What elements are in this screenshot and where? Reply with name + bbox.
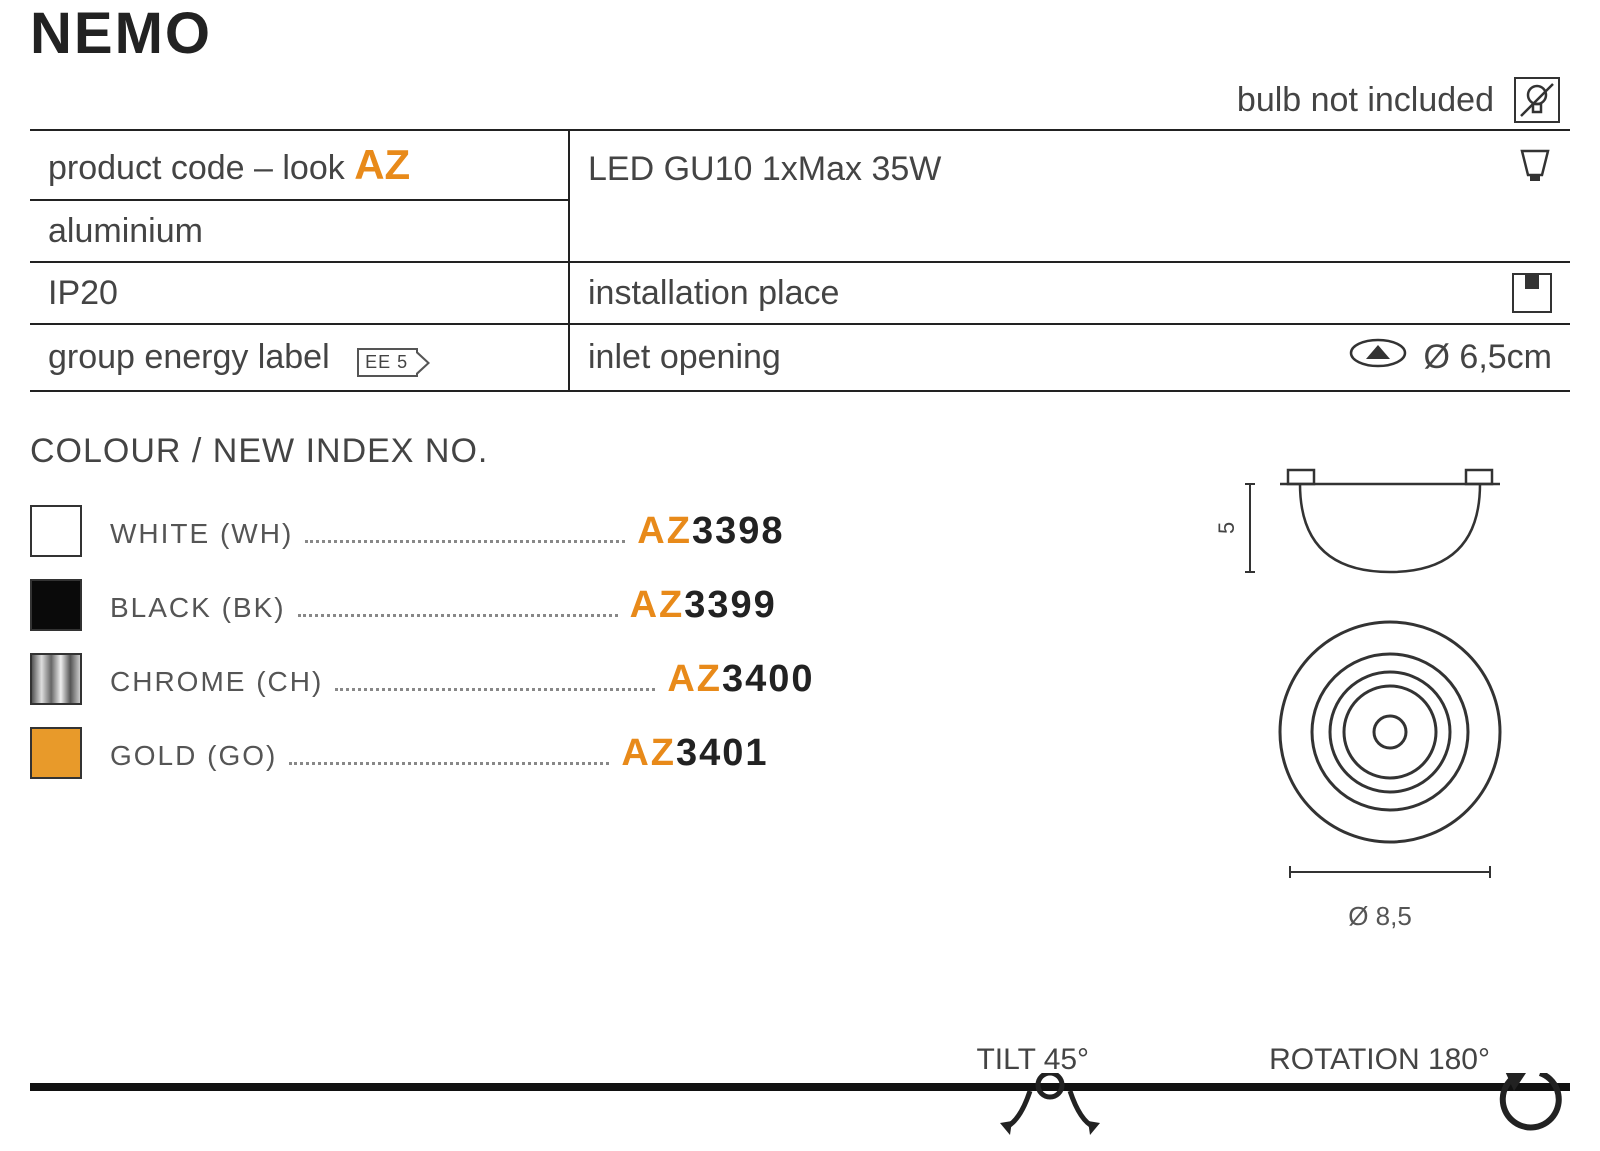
diagram-block: 5 Ø 8,5 <box>1190 432 1570 932</box>
colour-row: GOLD (GO) AZ3401 <box>30 727 1190 779</box>
note-row: bulb not included <box>30 77 1570 123</box>
ip-cell: IP20 <box>30 262 569 324</box>
leader-dots <box>298 614 618 617</box>
colour-row: CHROME (CH) AZ3400 <box>30 653 1190 705</box>
feature-line <box>30 1083 1570 1091</box>
gu10-icon <box>1518 145 1552 194</box>
energy-cell: group energy label EE 5 <box>30 324 569 391</box>
product-title: NEMO <box>30 0 1570 67</box>
colour-row: BLACK (BK) AZ3399 <box>30 579 1190 631</box>
colour-name: BLACK (BK) <box>110 592 286 624</box>
no-bulb-icon <box>1514 77 1560 123</box>
inlet-cell: inlet opening Ø 6,5cm <box>569 324 1570 391</box>
install-icon <box>1512 273 1552 313</box>
bottom-bar: TILT 45° ROTATION 180° <box>30 1043 1570 1091</box>
colour-line: CHROME (CH) AZ3400 <box>110 658 1190 701</box>
rotation-label: ROTATION 180° <box>1269 1043 1490 1077</box>
colour-code: AZ3398 <box>637 510 784 553</box>
colour-code: AZ3401 <box>621 732 768 775</box>
product-code-suffix: AZ <box>354 141 410 188</box>
colour-line: GOLD (GO) AZ3401 <box>110 732 1190 775</box>
inlet-value: Ø 6,5cm <box>1424 338 1552 377</box>
colour-code: AZ3400 <box>667 658 814 701</box>
colour-swatch <box>30 579 82 631</box>
colour-block: COLOUR / NEW INDEX NO. WHITE (WH) AZ3398 B… <box>30 432 1190 932</box>
colour-heading: COLOUR / NEW INDEX NO. <box>30 432 1190 471</box>
colour-swatch <box>30 505 82 557</box>
colour-line: BLACK (BK) AZ3399 <box>110 584 1190 627</box>
energy-label: group energy label <box>48 338 330 376</box>
colour-name: GOLD (GO) <box>110 740 277 772</box>
product-code-cell: product code – look AZ <box>30 130 569 200</box>
install-label: installation place <box>588 274 839 313</box>
inlet-oval-icon <box>1348 335 1408 380</box>
colour-swatch <box>30 653 82 705</box>
colour-name: WHITE (WH) <box>110 518 293 550</box>
inlet-label: inlet opening <box>588 338 781 377</box>
energy-badge: EE 5 <box>357 348 418 377</box>
material-cell: aluminium <box>30 200 569 262</box>
leader-dots <box>289 762 609 765</box>
colour-line: WHITE (WH) AZ3398 <box>110 510 1190 553</box>
height-dim: 5 <box>1214 522 1239 534</box>
tilt-label: TILT 45° <box>976 1043 1089 1077</box>
spec-table: product code – look AZ LED GU10 1xMax 35… <box>30 129 1570 392</box>
colour-code: AZ3399 <box>630 584 777 627</box>
leader-dots <box>335 688 655 691</box>
leader-dots <box>305 540 625 543</box>
bulb-note: bulb not included <box>1237 81 1494 120</box>
colour-swatch <box>30 727 82 779</box>
product-code-label: product code – look <box>48 149 345 187</box>
bulb-cell: LED GU10 1xMax 35W <box>569 130 1570 262</box>
colour-row: WHITE (WH) AZ3398 <box>30 505 1190 557</box>
install-cell: installation place <box>569 262 1570 324</box>
bulb-spec: LED GU10 1xMax 35W <box>588 150 941 189</box>
colour-name: CHROME (CH) <box>110 666 323 698</box>
bottom-labels: TILT 45° ROTATION 180° <box>30 1043 1570 1077</box>
